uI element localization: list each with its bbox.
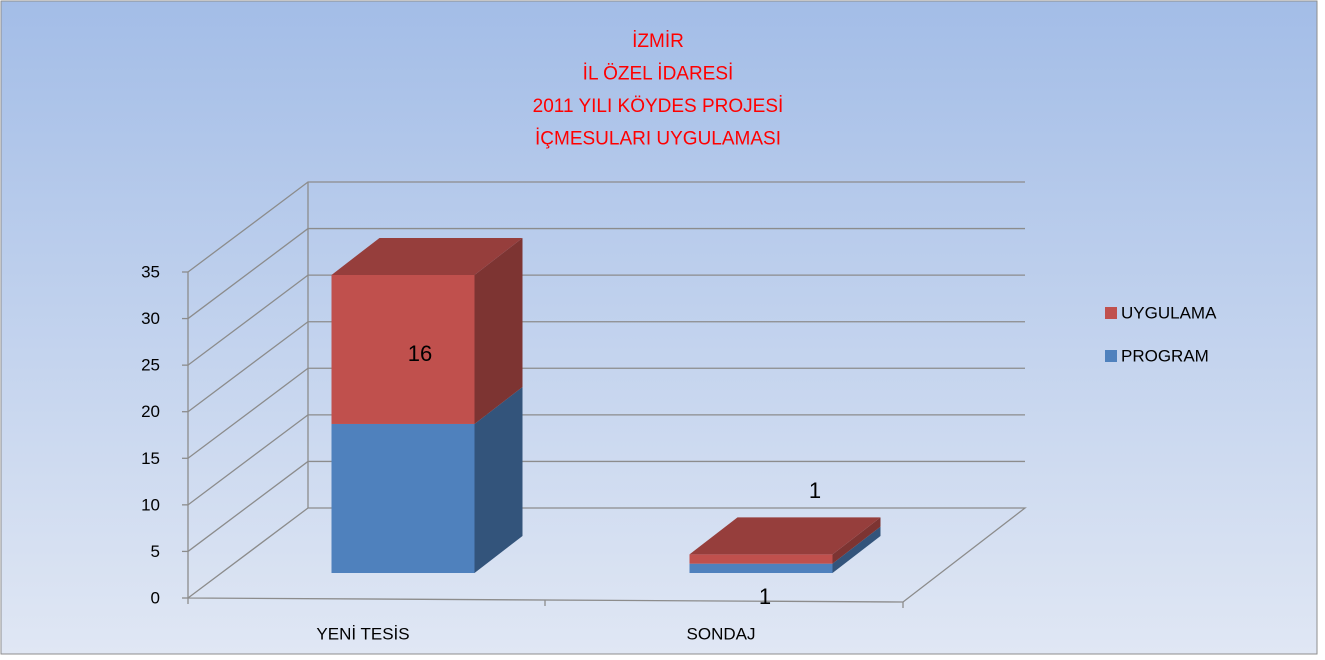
legend-label: UYGULAMA	[1121, 303, 1217, 322]
y-tick-label: 35	[141, 262, 160, 281]
bar-side	[832, 517, 881, 564]
y-tick-label: 15	[141, 449, 160, 468]
data-label: 16	[408, 341, 432, 366]
bar-top	[331, 237, 523, 275]
y-tick-label: 5	[151, 542, 160, 561]
bar	[331, 274, 475, 424]
data-label: 1	[759, 584, 771, 609]
legend-swatch	[1105, 350, 1117, 362]
y-tick-label: 30	[141, 309, 160, 328]
bar	[331, 423, 475, 573]
bar	[689, 554, 833, 564]
y-tick-label: 0	[151, 588, 160, 607]
bar-side	[474, 386, 523, 573]
bar-top	[689, 517, 881, 555]
legend-label: PROGRAM	[1121, 346, 1209, 365]
chart-title-line: İZMİR	[632, 31, 684, 52]
legend-swatch	[1105, 307, 1117, 319]
bar-side	[832, 526, 881, 573]
y-tick-label: 10	[141, 495, 160, 514]
x-tick-label: YENİ TESİS	[316, 624, 409, 643]
x-tick-label: SONDAJ	[687, 624, 756, 643]
bar	[689, 563, 833, 573]
y-tick-label: 20	[141, 402, 160, 421]
chart-title-line: İL ÖZEL İDARESİ	[583, 64, 734, 85]
chart-title-line: İÇMESULARI UYGULAMASI	[535, 129, 781, 150]
floor	[187, 507, 1027, 603]
chart-title: İZMİR İL ÖZEL İDARESİ 2011 YILI KÖYDES PRO…	[533, 31, 784, 150]
bar-side	[474, 237, 523, 424]
chart-title-line: 2011 YILI KÖYDES PROJESİ	[533, 96, 784, 117]
data-label: 1	[809, 478, 821, 503]
y-tick-label: 25	[141, 356, 160, 375]
